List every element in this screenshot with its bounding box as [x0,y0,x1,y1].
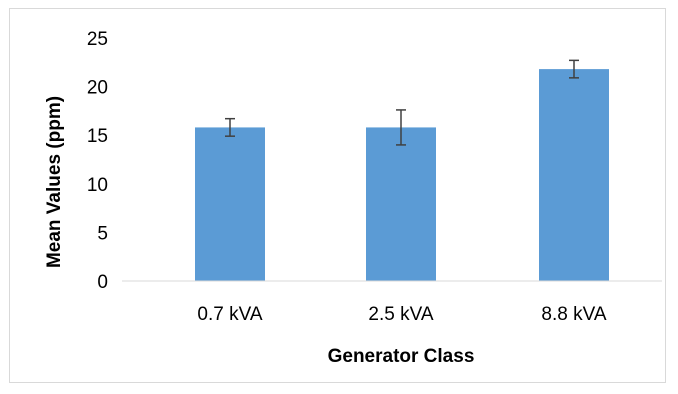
bar [539,69,609,281]
error-bar [396,109,406,146]
y-tick-label: 15 [87,126,108,147]
error-bar [225,117,235,137]
x-tick-label: 8.8 kVA [541,304,606,325]
y-tick-label: 10 [87,175,108,196]
y-tick-label: 5 [97,223,108,244]
y-axis-title: Mean Values (ppm) [44,96,65,268]
plot-area [195,59,609,281]
x-tick-label: 0.7 kVA [197,304,262,325]
x-axis-title: Generator Class [328,346,475,367]
y-tick-label: 20 [87,78,108,99]
x-axis-tick-labels: 0.7 kVA 2.5 kVA 8.8 kVA [197,304,606,325]
error-bar [569,59,579,79]
y-tick-label: 25 [87,29,108,50]
bar [366,127,436,281]
y-axis-tick-labels: 0 5 10 15 20 25 [87,29,108,293]
x-tick-label: 2.5 kVA [368,304,433,325]
bar [195,127,265,281]
y-tick-label: 0 [97,272,108,293]
